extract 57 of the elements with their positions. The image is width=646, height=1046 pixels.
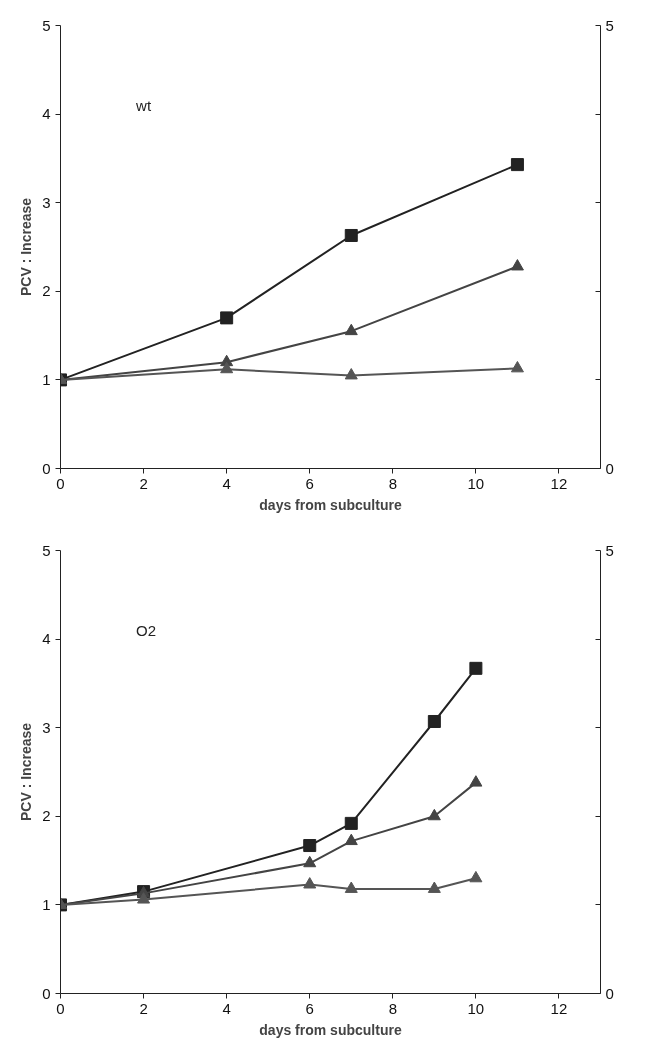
point [427, 881, 441, 893]
x-axis-title: days from subculture [259, 496, 402, 513]
point [137, 892, 151, 904]
point [427, 715, 441, 728]
x-tick-label: 8 [388, 999, 397, 1017]
y-tick-label: 5 [42, 541, 51, 559]
x-tick-label: 10 [467, 999, 485, 1017]
y-tick-label: 1 [42, 370, 51, 388]
annotation: O2 [136, 622, 157, 640]
point [344, 323, 358, 336]
y2-tick-label: 0 [605, 459, 614, 477]
annotation: wt [135, 97, 152, 115]
y-tick-label: 4 [42, 105, 51, 123]
y-tick-label: 2 [42, 807, 51, 825]
point [303, 877, 317, 889]
x-tick-label: 4 [222, 999, 231, 1017]
y2-tick-label: 5 [605, 541, 614, 559]
y2-tick-label: 0 [605, 984, 614, 1002]
y-tick-label: 3 [42, 193, 51, 211]
x-tick-label: 0 [56, 474, 65, 492]
point [469, 775, 483, 787]
point [303, 839, 317, 853]
point [344, 368, 358, 380]
point [344, 816, 358, 830]
x-tick-label: 12 [550, 474, 568, 492]
point [510, 158, 524, 172]
point [469, 870, 483, 883]
point [344, 228, 358, 242]
x-axis-title: days from subculture [259, 1021, 402, 1038]
point [344, 881, 358, 893]
x-tick-label: 4 [222, 474, 231, 492]
y-tick-label: 4 [42, 630, 51, 648]
x-tick-label: 6 [305, 999, 314, 1017]
y-tick-label: 3 [42, 718, 51, 736]
y-axis-title: PCV : Increase [18, 197, 35, 297]
x-tick-label: 2 [139, 999, 148, 1017]
x-tick-label: 0 [56, 999, 65, 1017]
point [344, 833, 358, 846]
x-tick-label: 12 [550, 999, 568, 1017]
y-tick-label: 0 [42, 459, 51, 477]
y2-tick-label: 5 [605, 16, 614, 34]
y-tick-label: 2 [42, 282, 51, 300]
y-tick-label: 5 [42, 16, 51, 34]
x-tick-label: 10 [467, 474, 485, 492]
point [510, 360, 524, 373]
x-tick-label: 2 [139, 474, 148, 492]
point [303, 855, 317, 868]
point [220, 311, 234, 325]
x-tick-label: 6 [305, 474, 314, 492]
point [469, 661, 483, 675]
y-axis-title: PCV : Increase [18, 722, 35, 822]
point [220, 361, 234, 374]
x-tick-label: 8 [388, 474, 397, 492]
y-tick-label: 0 [42, 984, 51, 1002]
y-tick-label: 1 [42, 895, 51, 913]
point [427, 808, 441, 821]
point [510, 259, 524, 271]
